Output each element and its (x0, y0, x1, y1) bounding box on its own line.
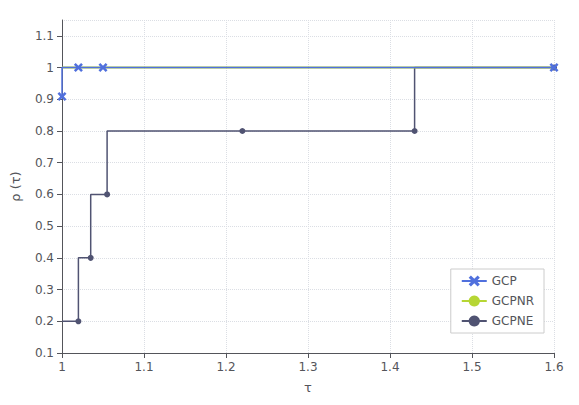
svg-text:1.1: 1.1 (35, 29, 54, 43)
svg-text:GCPNR: GCPNR (492, 294, 534, 308)
svg-text:1.5: 1.5 (462, 360, 481, 374)
svg-text:0.7: 0.7 (35, 156, 54, 170)
svg-text:0.8: 0.8 (35, 124, 54, 138)
svg-text:0.4: 0.4 (35, 251, 54, 265)
svg-text:0.3: 0.3 (35, 283, 54, 297)
svg-text:1.4: 1.4 (380, 360, 399, 374)
svg-text:0.2: 0.2 (35, 314, 54, 328)
svg-text:1.6: 1.6 (544, 360, 563, 374)
svg-text:0.1: 0.1 (35, 346, 54, 360)
svg-text:1: 1 (58, 360, 66, 374)
svg-text:τ: τ (304, 380, 312, 395)
svg-text:0.9: 0.9 (35, 92, 54, 106)
svg-text:GCP: GCP (492, 274, 517, 288)
svg-text:1: 1 (46, 61, 54, 75)
svg-text:GCPNE: GCPNE (492, 314, 533, 328)
svg-text:0.5: 0.5 (35, 219, 54, 233)
svg-text:1.2: 1.2 (216, 360, 235, 374)
svg-text:0.6: 0.6 (35, 187, 54, 201)
svg-text:ρ (τ): ρ (τ) (8, 171, 23, 201)
svg-text:1.1: 1.1 (134, 360, 153, 374)
svg-text:1.3: 1.3 (298, 360, 317, 374)
